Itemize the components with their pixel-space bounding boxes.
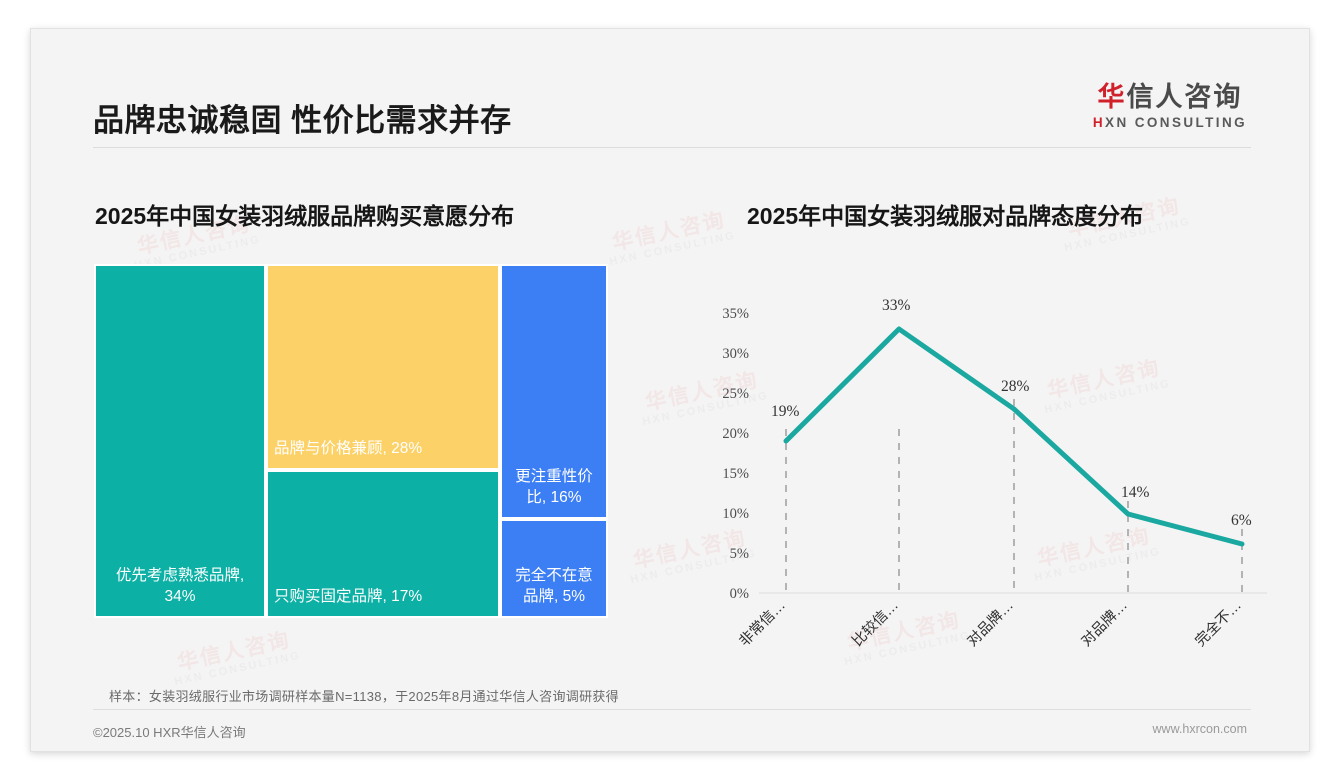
x-tick-label: 完全不… bbox=[1191, 596, 1245, 650]
watermark-cn-text: 华信人咨询 bbox=[610, 208, 728, 255]
treemap-cell-label: 品牌与价格兼顾, 28% bbox=[274, 440, 423, 458]
y-axis: 35% 30% 25% 20% 15% 10% 5% 0% bbox=[722, 306, 749, 602]
treemap-cell[interactable]: 完全不在意品牌, 5% bbox=[500, 519, 608, 618]
y-tick-label: 20% bbox=[722, 426, 749, 442]
watermark-tile: 华信人咨询 HXN CONSULTING bbox=[169, 628, 302, 689]
brand-logo-en: HXN CONSULTING bbox=[1093, 116, 1247, 130]
data-point-label: 14% bbox=[1121, 484, 1150, 501]
watermark-tile: 华信人咨询 HXN CONSULTING bbox=[604, 208, 737, 269]
brand-logo: 华信人咨询 HXN CONSULTING bbox=[1093, 84, 1247, 130]
y-tick-label: 0% bbox=[730, 586, 749, 602]
treemap-cell-label: 只购买固定品牌, 17% bbox=[274, 588, 423, 606]
line-chart: 35% 30% 25% 20% 15% 10% 5% 0% bbox=[671, 269, 1271, 659]
copyright-text: ©2025.10 HXR华信人咨询 bbox=[93, 725, 246, 740]
slide-footer: ©2025.10 HXR华信人咨询 www.hxrcon.com bbox=[31, 711, 1309, 751]
data-point-label: 19% bbox=[771, 403, 800, 420]
treemap-cell-label: 优先考虑熟悉品牌, 34% bbox=[115, 567, 245, 606]
dropline-group bbox=[785, 399, 1243, 593]
y-tick-label: 15% bbox=[722, 466, 749, 482]
treemap-cell[interactable]: 只购买固定品牌, 17% bbox=[266, 470, 500, 618]
y-tick-label: 35% bbox=[722, 306, 749, 322]
brand-logo-cn: 华信人咨询 bbox=[1093, 84, 1247, 111]
page-title: 品牌忠诚稳固 性价比需求并存 bbox=[93, 103, 512, 138]
treemap-cell-label: 更注重性价比, 16% bbox=[515, 468, 593, 507]
x-tick-label: 对品牌… bbox=[964, 597, 1017, 650]
slide-canvas: 华信人咨询 HXN CONSULTING 华信人咨询 HXN CONSULTIN… bbox=[30, 28, 1310, 752]
brand-logo-en-first: H bbox=[1092, 115, 1106, 130]
footer-divider bbox=[93, 709, 1251, 710]
y-tick-label: 5% bbox=[730, 546, 749, 562]
x-tick-label: 对品牌… bbox=[1078, 597, 1131, 650]
line-chart-svg: 35% 30% 25% 20% 15% 10% 5% 0% bbox=[722, 297, 1267, 650]
x-tick-label: 比较信… bbox=[848, 596, 902, 650]
data-series-line[interactable] bbox=[783, 326, 1245, 547]
slide-header: 品牌忠诚稳固 性价比需求并存 华信人咨询 HXN CONSULTING bbox=[31, 29, 1309, 148]
y-tick-label: 30% bbox=[722, 346, 749, 362]
treemap-cell[interactable]: 品牌与价格兼顾, 28% bbox=[266, 264, 500, 470]
brand-logo-cn-first: 华 bbox=[1097, 82, 1127, 112]
y-tick-label: 25% bbox=[722, 386, 749, 402]
website-link[interactable]: www.hxrcon.com bbox=[1152, 722, 1247, 736]
treemap-cell-label: 完全不在意品牌, 5% bbox=[515, 567, 593, 606]
y-tick-label: 10% bbox=[722, 506, 749, 522]
header-divider bbox=[93, 147, 1251, 148]
watermark-cn-text: 华信人咨询 bbox=[175, 628, 293, 675]
treemap-cell[interactable]: 优先考虑熟悉品牌, 34% bbox=[94, 264, 266, 618]
data-point-label: 33% bbox=[882, 297, 911, 314]
watermark-en-text: HXN CONSULTING bbox=[608, 229, 738, 269]
brand-logo-cn-rest: 信人咨询 bbox=[1126, 82, 1243, 112]
sample-note: 样本：女装羽绒服行业市场调研样本量N=1138，于2025年8月通过华信人咨询调… bbox=[109, 689, 619, 704]
x-tick-label: 非常信… bbox=[736, 597, 789, 650]
left-chart-title: 2025年中国女装羽绒服品牌购买意愿分布 bbox=[95, 203, 515, 229]
watermark-en-text: HXN CONSULTING bbox=[173, 649, 303, 689]
x-axis-categories: 非常信… 比较信… 对品牌… 对品牌… 完全不… bbox=[736, 596, 1245, 650]
brand-logo-en-rest: XN CONSULTING bbox=[1105, 115, 1247, 130]
data-point-label: 28% bbox=[1001, 378, 1030, 395]
right-chart-title: 2025年中国女装羽绒服对品牌态度分布 bbox=[747, 203, 1144, 229]
treemap-cell[interactable]: 更注重性价比, 16% bbox=[500, 264, 608, 519]
treemap-chart: 优先考虑熟悉品牌, 34% 品牌与价格兼顾, 28% 只购买固定品牌, 17% … bbox=[94, 264, 608, 618]
data-point-label: 6% bbox=[1231, 512, 1252, 529]
